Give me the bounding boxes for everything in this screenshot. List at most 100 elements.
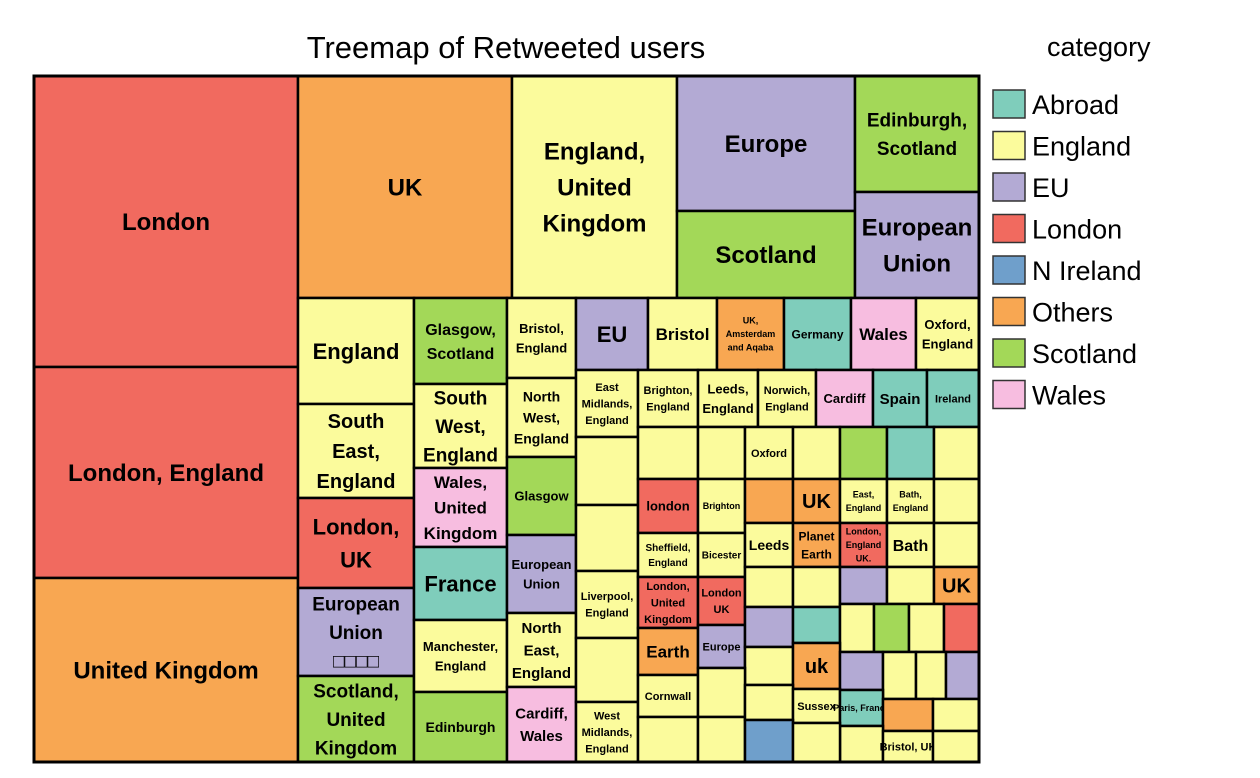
treemap-cell bbox=[412, 545, 509, 622]
treemap-cells: London London, England United Kingdom UK Eng… bbox=[32, 74, 981, 764]
treemap-cell bbox=[505, 533, 578, 615]
treemap-cell bbox=[838, 477, 889, 525]
treemap-cell bbox=[838, 724, 885, 764]
treemap-cell bbox=[743, 565, 795, 609]
treemap-cell bbox=[636, 425, 700, 481]
treemap-cell bbox=[296, 674, 416, 764]
treemap-cell bbox=[756, 368, 818, 429]
treemap-cell-label: london bbox=[646, 499, 689, 514]
treemap-cell-label: Bristol bbox=[656, 325, 710, 344]
treemap-cell bbox=[636, 715, 700, 764]
treemap-cell bbox=[944, 650, 981, 701]
treemap-cell bbox=[574, 503, 640, 573]
treemap-cell bbox=[412, 296, 509, 386]
treemap-cell-label: UK bbox=[942, 576, 971, 598]
treemap-cell bbox=[505, 685, 578, 764]
treemap-cell bbox=[743, 605, 795, 649]
treemap-cell-label: European Union □□□□ bbox=[312, 594, 400, 672]
treemap-cell bbox=[675, 74, 857, 213]
treemap-cell bbox=[942, 602, 981, 654]
treemap-cell bbox=[791, 565, 842, 609]
treemap-cell bbox=[838, 425, 889, 481]
treemap-cell-label: UK, Amsterdam and Aqaba bbox=[726, 316, 776, 353]
treemap-cell bbox=[838, 565, 889, 606]
treemap-cell bbox=[914, 650, 948, 701]
treemap-cell-label: Bristol, England bbox=[516, 321, 567, 356]
legend-swatch bbox=[992, 172, 1026, 202]
treemap-cell bbox=[574, 435, 640, 507]
treemap-cell bbox=[907, 602, 946, 654]
treemap-cell bbox=[932, 521, 981, 569]
treemap-cell-label: European Union bbox=[862, 215, 973, 278]
treemap-cell bbox=[505, 296, 578, 380]
treemap-cell bbox=[853, 190, 981, 300]
treemap-cell-label: Bath bbox=[893, 538, 929, 555]
legend-items: Abroad England EU London N Ireland Others Scot… bbox=[992, 89, 1142, 411]
treemap-cell bbox=[791, 605, 842, 645]
treemap-border bbox=[32, 74, 981, 764]
treemap-cell bbox=[505, 376, 578, 459]
treemap-cell-label: Edinburgh, Scotland bbox=[867, 111, 967, 161]
legend-swatch bbox=[992, 338, 1026, 368]
treemap-cell-label: Brighton, England bbox=[644, 385, 693, 414]
treemap-cell bbox=[743, 645, 795, 687]
treemap-cell-label: Bicester bbox=[702, 551, 742, 562]
treemap-cell-label: Oxford bbox=[751, 448, 787, 460]
treemap-cell-label: London, England UK. bbox=[846, 527, 882, 564]
treemap-cell bbox=[696, 575, 747, 627]
treemap-cell bbox=[791, 721, 842, 764]
treemap-cell bbox=[296, 296, 416, 406]
treemap-cell-label: Earth bbox=[646, 643, 689, 662]
treemap-cell-label: Oxford, England bbox=[922, 317, 973, 352]
treemap-cell-label: Bath, England bbox=[893, 489, 929, 513]
treemap-cell-label: South West, England bbox=[423, 388, 498, 466]
treemap-cell-label: Leeds, England bbox=[702, 381, 753, 416]
treemap-cell bbox=[696, 715, 747, 764]
treemap-cell bbox=[636, 626, 700, 677]
legend: category Abroad England EU London N Ireland O… bbox=[992, 32, 1151, 411]
treemap-cell-label: Liverpool, England bbox=[581, 591, 634, 620]
treemap-cell-label: Europe bbox=[725, 131, 808, 158]
treemap-cell bbox=[510, 74, 679, 300]
treemap-cell-label: Europe bbox=[703, 641, 741, 653]
treemap-cell-label: Bristol, UK bbox=[880, 741, 937, 753]
treemap-cell bbox=[743, 521, 795, 569]
treemap-cell bbox=[885, 477, 936, 525]
legend-label: Abroad bbox=[1032, 90, 1119, 120]
treemap-cell bbox=[791, 425, 842, 481]
treemap-cell bbox=[931, 729, 981, 764]
treemap-cell-label: Wales, United Kingdom bbox=[424, 473, 498, 543]
treemap-cell-label: France bbox=[424, 571, 496, 596]
treemap-cell-label: Cardiff, Wales bbox=[515, 706, 568, 746]
treemap-cell-label: Scotland, United Kingdom bbox=[313, 681, 399, 759]
treemap-cell-label: United Kingdom bbox=[73, 658, 258, 685]
treemap-cell-label: Scotland bbox=[715, 242, 816, 269]
treemap-cell-label: West Midlands, England bbox=[582, 710, 633, 755]
treemap-cell bbox=[849, 296, 918, 372]
treemap-cell bbox=[838, 602, 876, 654]
legend-swatch bbox=[992, 379, 1026, 410]
treemap-cell-label: Germany bbox=[791, 327, 843, 341]
treemap-cell bbox=[885, 565, 936, 606]
treemap-cell-label: EU bbox=[597, 322, 628, 347]
legend-swatch bbox=[992, 89, 1026, 119]
treemap-cell bbox=[636, 477, 700, 535]
treemap-cell bbox=[743, 477, 795, 525]
legend-swatch bbox=[992, 213, 1026, 244]
treemap-cell-label: European Union bbox=[512, 557, 572, 592]
treemap-cell bbox=[296, 586, 416, 678]
treemap-cell bbox=[838, 688, 885, 728]
treemap-cell-label: England bbox=[313, 339, 400, 364]
treemap-cell-label: UK bbox=[802, 491, 831, 513]
treemap-cell bbox=[853, 74, 981, 194]
treemap-cell-label: South East, England bbox=[317, 411, 396, 493]
treemap-cell bbox=[838, 521, 889, 569]
treemap-cell bbox=[881, 697, 935, 733]
treemap-cell bbox=[791, 521, 842, 569]
treemap-cell-label: Norwich, England bbox=[764, 385, 810, 414]
treemap-cell-label: Ireland bbox=[935, 393, 971, 405]
treemap-cell-label: East Midlands, England bbox=[582, 382, 633, 427]
legend-swatch bbox=[992, 130, 1026, 161]
treemap-cell bbox=[881, 650, 918, 701]
